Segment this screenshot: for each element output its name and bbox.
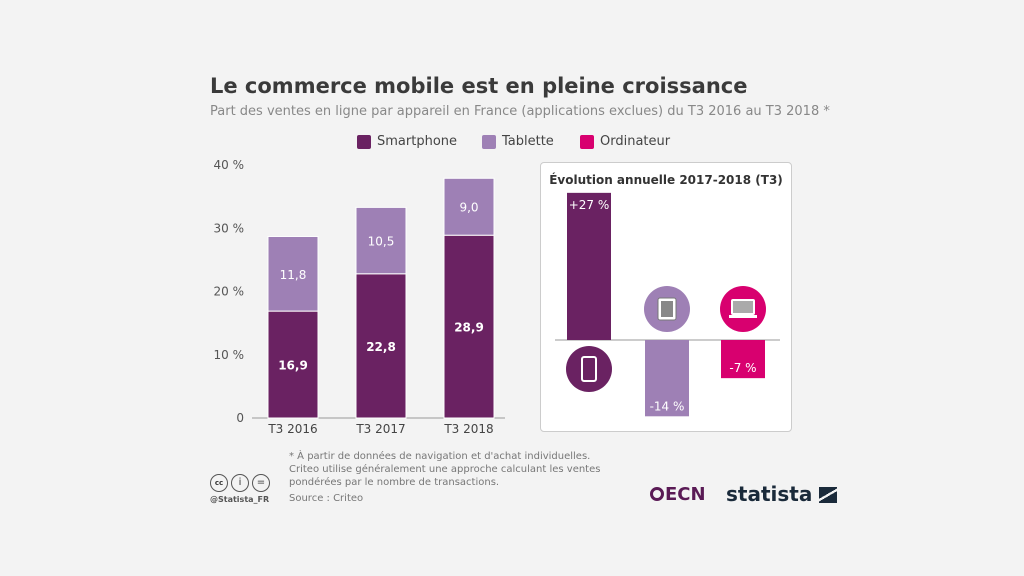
chart-title: Le commerce mobile est en pleine croissa… [210, 74, 748, 98]
data-label: 16,9 [278, 359, 308, 373]
legend-swatch [580, 134, 594, 149]
change-bar-tablette [645, 340, 689, 417]
legend-tablette: Tablette [482, 134, 554, 149]
noderivs-icon: = [252, 474, 270, 492]
footnote-line: * À partir de données de navigation et d… [289, 451, 591, 462]
legend-swatch [357, 134, 371, 149]
panel-title: Évolution annuelle 2017-2018 (T3) [549, 172, 783, 187]
change-bar-smartphone [567, 192, 611, 340]
statista-mark-icon [819, 487, 838, 503]
legend-smartphone: Smartphone [357, 134, 457, 149]
smartphone-icon-circle [566, 346, 612, 392]
bar-tablette [443, 177, 495, 236]
legend-ordinateur: Ordinateur [580, 134, 670, 149]
x-tick-label: T3 2018 [443, 422, 493, 436]
y-tick-label: 10 % [214, 348, 245, 362]
smartphone-icon [581, 356, 597, 382]
data-label: 9,0 [459, 201, 478, 215]
data-label: 10,5 [368, 235, 395, 249]
y-tick-label: 20 % [214, 285, 245, 299]
change-bar-ordinateur [721, 340, 765, 379]
bar-smartphone [443, 234, 495, 419]
data-label: 28,9 [454, 321, 484, 335]
twitter-handle: @Statista_FR [210, 495, 270, 504]
change-label: -14 % [650, 399, 685, 413]
legend-swatch [482, 134, 496, 149]
y-tick-label: 0 [236, 411, 244, 425]
footnote-line: pondérées par le nombre de transactions. [289, 477, 500, 488]
legend-label: Smartphone [377, 134, 458, 149]
ecn-logo: ECN [650, 484, 706, 505]
footnote-line: Criteo utilise généralement une approche… [289, 464, 601, 475]
data-label: 11,8 [280, 268, 307, 282]
change-label: -7 % [729, 361, 756, 375]
change-label: +27 % [569, 198, 610, 212]
bar-smartphone [355, 273, 407, 419]
legend-label: Tablette [502, 134, 554, 149]
tablet-screen [661, 301, 673, 317]
statista-logo-text: statista [726, 482, 813, 506]
source: Source : Criteo [289, 493, 364, 504]
cc-license-icons: cc i = [210, 474, 270, 492]
y-tick-label: 30 % [214, 221, 245, 235]
x-tick-label: T3 2016 [267, 422, 317, 436]
laptop-base [729, 315, 757, 318]
y-tick-label: 40 % [214, 158, 245, 172]
laptop-icon [731, 299, 755, 315]
bar-smartphone [267, 310, 319, 419]
chart-subtitle: Part des ventes en ligne par appareil en… [210, 104, 830, 119]
ecn-logo-text: ECN [665, 484, 706, 505]
bar-tablette [355, 206, 407, 275]
bar-tablette [267, 235, 319, 312]
x-tick-label: T3 2017 [355, 422, 405, 436]
cc-icon: cc [210, 474, 228, 492]
attribution-icon: i [231, 474, 249, 492]
statista-logo: statista [726, 482, 838, 506]
legend-label: Ordinateur [600, 134, 671, 149]
data-label: 22,8 [366, 340, 396, 354]
footnote: * À partir de données de navigation et d… [289, 450, 600, 505]
